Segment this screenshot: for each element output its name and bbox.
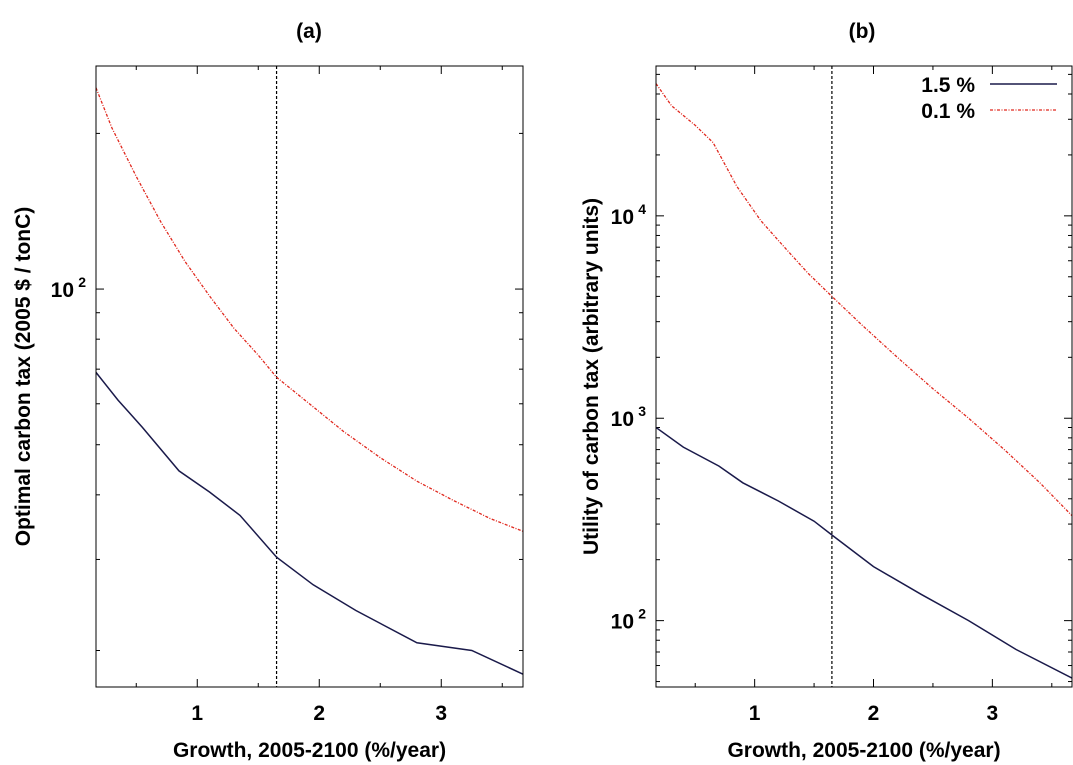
y-tick-exponent: 4 — [638, 201, 646, 217]
plot-frame — [95, 65, 524, 688]
y-axis-label: Optimal carbon tax (2005 $ / tonC) — [12, 207, 35, 547]
series-line-0-1-pct — [96, 87, 523, 532]
legend-label: 0.1 % — [921, 100, 975, 123]
y-tick-label: 10 — [51, 279, 74, 302]
y-tick-label: 10 — [611, 408, 634, 431]
x-tick-label: 3 — [435, 702, 447, 725]
y-axis-label: Utility of carbon tax (arbitrary units) — [580, 198, 603, 555]
y-tick-label: 10 — [611, 611, 634, 634]
plot-frame — [655, 65, 1073, 688]
y-tick-exponent: 2 — [638, 606, 646, 622]
y-tick-base: 10 — [611, 611, 634, 634]
x-tick-label: 1 — [191, 702, 203, 725]
x-axis-label: Growth, 2005-2100 (%/year) — [727, 739, 1000, 762]
y-tick-base: 10 — [51, 279, 74, 302]
x-tick-label: 2 — [313, 702, 325, 725]
legend-label: 1.5 % — [921, 74, 975, 97]
chart-title: (b) — [849, 20, 876, 43]
series-line-1-5-pct — [656, 426, 1072, 679]
y-tick-base: 10 — [611, 206, 634, 229]
y-tick-exponent: 2 — [78, 274, 86, 290]
x-axis-label: Growth, 2005-2100 (%/year) — [173, 739, 446, 762]
x-tick-label: 1 — [749, 702, 761, 725]
chart-title: (a) — [296, 20, 322, 43]
y-tick-exponent: 3 — [638, 403, 646, 419]
y-tick-label: 10 — [611, 206, 634, 229]
x-tick-label: 3 — [987, 702, 999, 725]
y-tick-base: 10 — [611, 408, 634, 431]
series-line-0-1-pct — [656, 83, 1072, 517]
series-line-1-5-pct — [96, 371, 523, 675]
x-tick-label: 2 — [868, 702, 880, 725]
